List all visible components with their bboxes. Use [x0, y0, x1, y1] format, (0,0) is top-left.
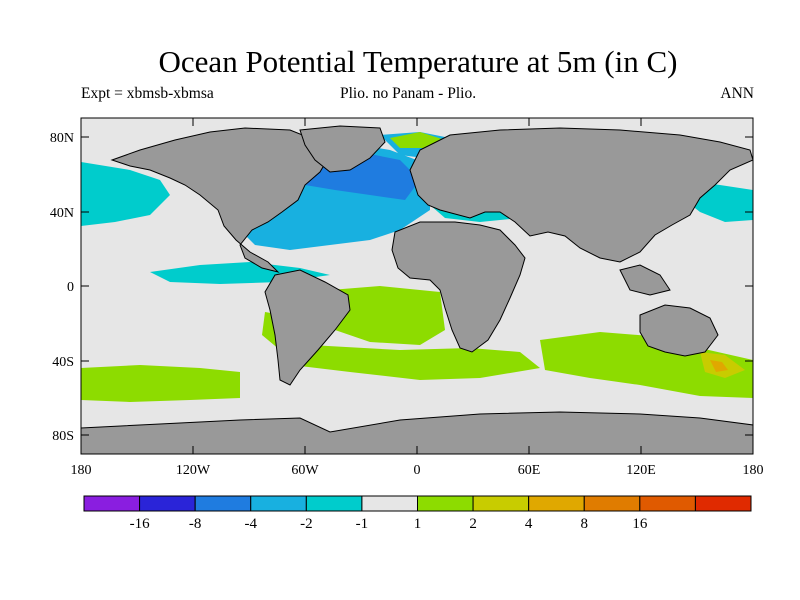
colorbar-label: -4 [245, 516, 258, 532]
colorbar-swatch [139, 495, 196, 512]
colorbar-label: -2 [300, 516, 313, 532]
lon-tick-label: 60E [518, 463, 541, 478]
south-america [264, 269, 351, 386]
lon-tick-label: 180 [743, 463, 764, 478]
colorbar-swatch [583, 495, 641, 512]
southeast-asia-islands [619, 264, 671, 296]
lat-tick-label: 80N [50, 131, 74, 146]
australia [639, 304, 719, 357]
colorbar-swatch [417, 495, 474, 512]
colorbar-label: 4 [525, 516, 533, 532]
lat-tick-label: 0 [67, 280, 74, 295]
season-label: ANN [720, 85, 754, 102]
colorbar-label: 1 [414, 516, 422, 532]
lon-tick-label: 180 [71, 463, 92, 478]
colorbar-swatch [305, 495, 363, 512]
colorbar-swatch [528, 495, 585, 512]
colorbar-swatch [639, 495, 696, 512]
colorbar-swatch [194, 495, 252, 512]
colorbar-swatch [361, 495, 418, 512]
lat-axis: 80N 40N 0 40S 80S [50, 131, 753, 444]
colorbar-label: 16 [632, 516, 648, 532]
lon-tick-label: 60W [291, 463, 319, 478]
colorbar-swatch [83, 495, 141, 512]
comparison-label: Plio. no Panam - Plio. [340, 85, 477, 102]
north-pacific-cooling [81, 162, 170, 226]
experiment-label: Expt = xbmsb-xbmsa [81, 85, 214, 102]
map-panel [80, 117, 754, 455]
colorbar-label: -16 [130, 516, 150, 532]
colorbar-label: -1 [356, 516, 369, 532]
colorbar-label: -8 [189, 516, 202, 532]
lon-tick-label: 120E [626, 463, 656, 478]
tasman-strong-warming [710, 360, 728, 372]
lon-tick-label: 120W [176, 463, 211, 478]
colorbar-swatch [250, 495, 307, 512]
land-masses [80, 125, 754, 455]
south-pacific-warming-west [81, 365, 240, 402]
north-america [110, 127, 331, 273]
colorbar-label: 2 [469, 516, 477, 532]
lon-axis: 180 120W 60W 0 60E 120E 180 [71, 118, 764, 478]
colorbar-label: 8 [581, 516, 589, 532]
africa [391, 221, 526, 353]
map-title: Ocean Potential Temperature at 5m (in C) [158, 44, 678, 79]
lat-tick-label: 80S [52, 429, 74, 444]
south-atlantic-warming [330, 286, 445, 345]
colorbar-swatch [472, 495, 530, 512]
lat-tick-label: 40N [50, 206, 74, 221]
eurasia [409, 127, 754, 263]
colorbar: -16 -8 -4 -2 -1 1 2 4 8 16 [83, 495, 752, 532]
colorbar-swatch [694, 495, 752, 512]
southern-ocean-warming [300, 345, 540, 380]
lon-tick-label: 0 [414, 463, 421, 478]
map-axes: 80N 40N 0 40S 80S 180 120W 60W 0 60E 120… [50, 118, 764, 478]
greenland [299, 125, 386, 173]
lat-tick-label: 40S [52, 355, 74, 370]
